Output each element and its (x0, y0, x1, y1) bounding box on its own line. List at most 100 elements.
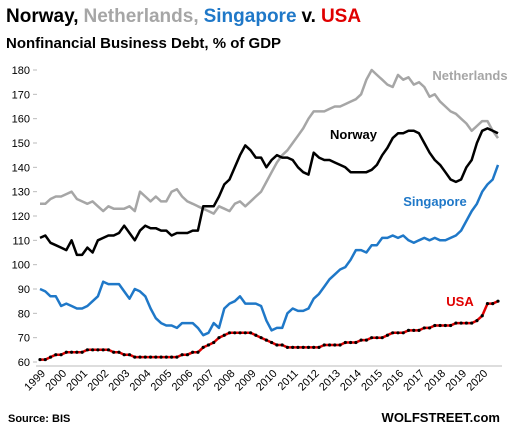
y-tick-label: 160 (12, 114, 30, 126)
point (38, 357, 42, 362)
point (96, 348, 100, 352)
point (322, 343, 326, 347)
point (185, 353, 190, 357)
point (438, 323, 442, 328)
point (133, 355, 137, 359)
point (138, 355, 142, 359)
point (312, 345, 316, 349)
point (201, 345, 205, 349)
point (191, 350, 195, 354)
point (454, 321, 458, 325)
point (291, 345, 295, 349)
point (164, 355, 168, 359)
point (280, 343, 284, 347)
y-tick-label: 100 (12, 260, 30, 272)
title-part: Netherlands, (84, 6, 199, 27)
point (391, 331, 395, 335)
point (459, 321, 463, 325)
point (75, 350, 79, 354)
y-tick-label: 60 (18, 357, 30, 369)
point (449, 323, 453, 328)
point (417, 328, 421, 332)
series-line (40, 68, 500, 215)
point (259, 336, 263, 340)
point (122, 353, 126, 357)
title-part: Norway, (6, 6, 79, 27)
series-label: Norway (330, 127, 378, 142)
point (91, 348, 95, 352)
chart-subtitle: Nonfinancial Business Debt, % of GDP (6, 35, 281, 52)
point (401, 331, 405, 335)
point (54, 353, 58, 357)
point (143, 355, 147, 359)
point (264, 338, 268, 342)
point (443, 323, 447, 328)
point (69, 350, 74, 354)
point (154, 355, 158, 359)
point (354, 340, 358, 345)
point (396, 331, 400, 335)
point (206, 343, 211, 347)
point (348, 340, 353, 345)
y-tick-label: 140 (12, 162, 30, 174)
y-tick-label: 110 (12, 235, 30, 247)
point (485, 302, 490, 306)
point (275, 343, 279, 347)
point (148, 355, 153, 359)
point (222, 333, 226, 337)
point (475, 319, 479, 323)
point (364, 338, 368, 342)
point (427, 326, 432, 330)
point (375, 336, 379, 340)
point (101, 348, 105, 352)
title-part: USA (321, 6, 361, 27)
point (48, 355, 53, 359)
point (106, 348, 111, 352)
point (464, 321, 469, 325)
point (227, 331, 232, 335)
point (338, 343, 342, 347)
point (422, 326, 426, 330)
point (327, 343, 332, 347)
point (196, 350, 200, 354)
point (217, 336, 221, 340)
series-label: Singapore (403, 194, 467, 209)
source: Source: BIS (8, 413, 70, 425)
point (306, 345, 311, 349)
series-line (40, 300, 499, 361)
point (380, 336, 384, 340)
point (112, 350, 116, 354)
point (85, 348, 89, 352)
point (170, 355, 174, 359)
point (243, 331, 247, 335)
point (385, 333, 390, 337)
y-tick-label: 90 (18, 284, 30, 296)
point (470, 321, 474, 325)
point (406, 328, 411, 332)
point (59, 353, 63, 357)
point (43, 357, 47, 362)
point (127, 353, 132, 357)
point (491, 302, 495, 306)
point (285, 345, 290, 349)
point (180, 353, 184, 357)
y-tick-label: 180 (12, 65, 30, 77)
point (433, 323, 437, 328)
point (233, 331, 237, 335)
point (480, 314, 484, 318)
series-label: USA (446, 294, 474, 309)
point (359, 338, 363, 342)
point (343, 340, 347, 345)
point (317, 345, 321, 349)
point (270, 340, 274, 345)
point (412, 328, 416, 332)
y-tick-label: 130 (12, 187, 30, 199)
y-tick-label: 80 (18, 308, 30, 320)
chart-title: Norway, Netherlands, Singapore v. USA (6, 6, 361, 27)
point (238, 331, 242, 335)
series-line (39, 127, 499, 257)
point (159, 355, 163, 359)
title-part: Singapore (204, 6, 297, 27)
point (333, 343, 337, 347)
